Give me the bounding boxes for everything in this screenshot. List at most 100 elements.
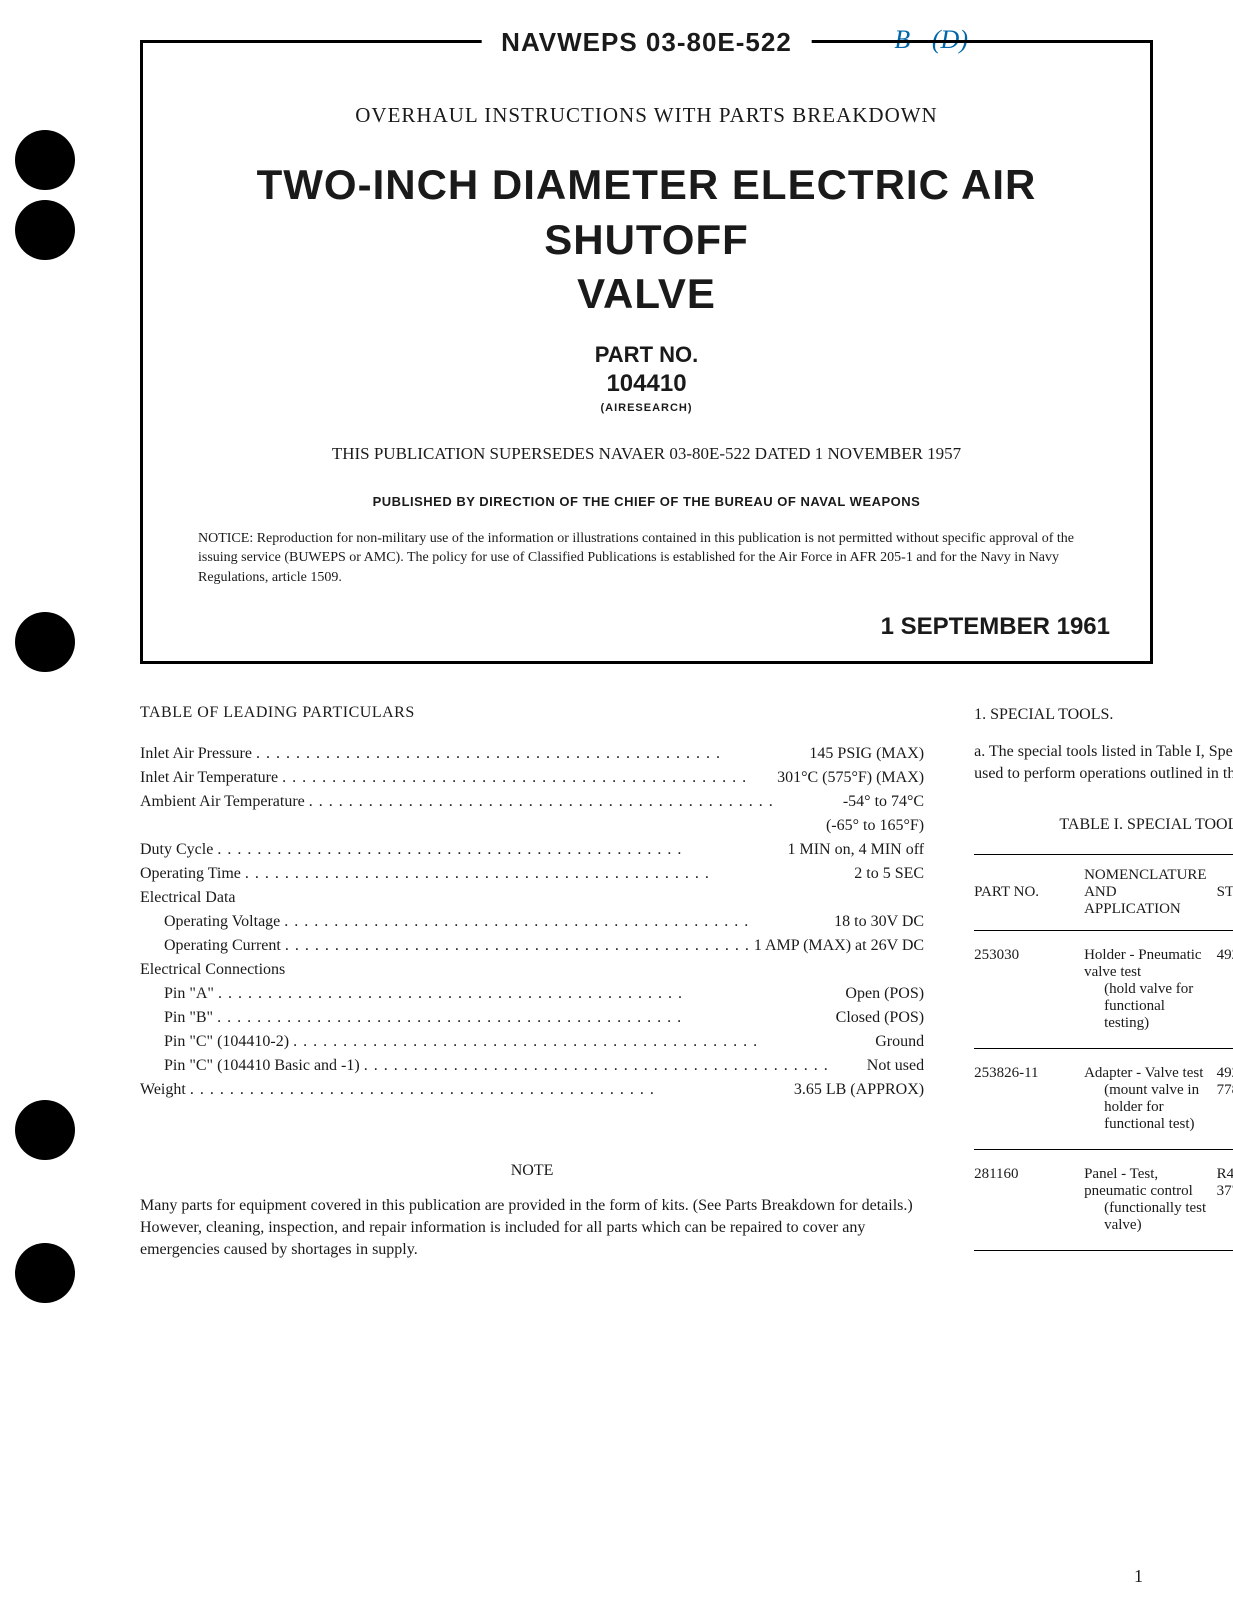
leader-dots <box>360 1054 867 1078</box>
table-header-row: PART NO. NOMENCLATURE ANDAPPLICATION STO… <box>974 854 1233 931</box>
particulars-row: Pin "A" Open (POS) <box>140 982 924 1006</box>
table1-title: TABLE I. SPECIAL TOOLS <box>974 816 1233 834</box>
particulars-value: Closed (POS) <box>836 1006 924 1030</box>
leader-dots <box>186 1078 794 1102</box>
particulars-row: Inlet Air Pressure 145 PSIG (MAX) <box>140 742 924 766</box>
cell-partno: 281160 <box>974 1166 1084 1234</box>
particulars-label: Pin "A" <box>164 982 214 1006</box>
punch-hole-icon <box>15 612 75 672</box>
title-box: NAVWEPS 03-80E-522 OVERHAUL INSTRUCTIONS… <box>140 40 1153 664</box>
leader-dots <box>305 790 843 814</box>
particulars-row: Operating Time 2 to 5 SEC <box>140 862 924 886</box>
cell-application: (hold valve for functional testing) <box>1084 981 1207 1032</box>
publication-date: 1 SEPTEMBER 1961 <box>183 613 1110 641</box>
special-tools-heading: 1. SPECIAL TOOLS. <box>974 704 1233 726</box>
particulars-title: TABLE OF LEADING PARTICULARS <box>140 704 924 722</box>
particulars-row: Electrical Connections <box>140 958 924 982</box>
particulars-value: 1 AMP (MAX) at 26V DC <box>754 934 924 958</box>
main-title-line1: TWO-INCH DIAMETER ELECTRIC AIR SHUTOFF <box>257 161 1037 263</box>
particulars-label: Electrical Connections <box>140 958 285 982</box>
leader-dots <box>213 1006 836 1030</box>
particulars-label: Weight <box>140 1078 186 1102</box>
cell-stockno: 4920-547-0521 <box>1217 947 1233 1032</box>
particulars-label: Ambient Air Temperature <box>140 790 305 814</box>
particulars-continuation: (-65° to 165°F) <box>140 814 924 838</box>
punch-hole-icon <box>15 1243 75 1303</box>
supersedes-note: THIS PUBLICATION SUPERSEDES NAVAER 03-80… <box>183 444 1110 464</box>
punch-hole-icon <box>15 200 75 260</box>
particulars-value: 3.65 LB (APPROX) <box>794 1078 924 1102</box>
col-header-partno: PART NO. <box>974 867 1084 918</box>
table-row: 281160Panel - Test, pneumatic control(fu… <box>974 1150 1233 1251</box>
special-tools-table: PART NO. NOMENCLATURE ANDAPPLICATION STO… <box>974 854 1233 1251</box>
particulars-label: Operating Voltage <box>164 910 280 934</box>
part-no: 104410 <box>183 370 1110 398</box>
left-column: TABLE OF LEADING PARTICULARS Inlet Air P… <box>140 704 924 1262</box>
main-title-line2: VALVE <box>577 270 716 317</box>
manufacturer: (AIRESEARCH) <box>183 402 1110 414</box>
cell-stockno: R4920-625-3777SAIR <box>1217 1166 1233 1234</box>
leader-dots <box>214 982 845 1006</box>
leader-dots <box>278 766 777 790</box>
part-no-label: PART NO. <box>183 342 1110 368</box>
cell-partno: 253826-11 <box>974 1065 1084 1133</box>
particulars-value: 301°C (575°F) (MAX) <box>777 766 924 790</box>
particulars-value: Ground <box>875 1030 924 1054</box>
particulars-value: 18 to 30V DC <box>834 910 924 934</box>
particulars-value: -54° to 74°C <box>843 790 924 814</box>
reproduction-notice: NOTICE: Reproduction for non-military us… <box>183 529 1110 588</box>
particulars-value: Not used <box>867 1054 924 1078</box>
particulars-label: Inlet Air Pressure <box>140 742 252 766</box>
cell-stockno: 4920-630-7781SAIR <box>1217 1065 1233 1133</box>
cell-application: (functionally test valve) <box>1084 1200 1207 1234</box>
particulars-row: Pin "C" (104410 Basic and -1) Not used <box>140 1054 924 1078</box>
cell-application: (mount valve in holder for functional te… <box>1084 1082 1207 1133</box>
particulars-value: Open (POS) <box>845 982 924 1006</box>
leader-dots <box>241 862 854 886</box>
particulars-label: Duty Cycle <box>140 838 213 862</box>
punch-hole-icon <box>15 130 75 190</box>
punch-hole-icon <box>15 1100 75 1160</box>
leader-dots <box>281 934 754 958</box>
particulars-value: 2 to 5 SEC <box>854 862 924 886</box>
table-row: 253030Holder - Pneumatic valve test(hold… <box>974 931 1233 1049</box>
document-subtitle: OVERHAUL INSTRUCTIONS WITH PARTS BREAKDO… <box>183 103 1110 128</box>
particulars-label: Pin "C" (104410-2) <box>164 1030 289 1054</box>
particulars-row: Inlet Air Temperature 301°C (575°F) (MAX) <box>140 766 924 790</box>
document-number: NAVWEPS 03-80E-522 <box>481 27 812 58</box>
col-header-stockno: STOCK NO. <box>1217 867 1233 918</box>
note-body: Many parts for equipment covered in this… <box>140 1195 924 1262</box>
particulars-list: Inlet Air Pressure145 PSIG (MAX)Inlet Ai… <box>140 742 924 1102</box>
particulars-value: 1 MIN on, 4 MIN off <box>788 838 925 862</box>
particulars-label: Electrical Data <box>140 886 236 910</box>
particulars-label: Pin "C" (104410 Basic and -1) <box>164 1054 360 1078</box>
cell-partno: 253030 <box>974 947 1084 1032</box>
particulars-row: Operating Voltage 18 to 30V DC <box>140 910 924 934</box>
particulars-label: Operating Current <box>164 934 281 958</box>
leader-dots <box>252 742 809 766</box>
cell-nomenclature: Panel - Test, pneumatic control(function… <box>1084 1166 1217 1234</box>
page-number: 1 <box>1134 1566 1143 1587</box>
particulars-row: Ambient Air Temperature -54° to 74°C <box>140 790 924 814</box>
particulars-label: Pin "B" <box>164 1006 213 1030</box>
leader-dots <box>213 838 787 862</box>
note-title: NOTE <box>140 1162 924 1180</box>
body-columns: TABLE OF LEADING PARTICULARS Inlet Air P… <box>140 704 1153 1262</box>
leader-dots <box>289 1030 875 1054</box>
table-row: 253826-11Adapter - Valve test(mount valv… <box>974 1049 1233 1150</box>
particulars-row: Operating Current 1 AMP (MAX) at 26V DC <box>140 934 924 958</box>
cell-nomenclature: Holder - Pneumatic valve test(hold valve… <box>1084 947 1217 1032</box>
right-column: 1. SPECIAL TOOLS. a. The special tools l… <box>974 704 1233 1262</box>
particulars-row: Pin "B" Closed (POS) <box>140 1006 924 1030</box>
particulars-label: Inlet Air Temperature <box>140 766 278 790</box>
particulars-row: Electrical Data <box>140 886 924 910</box>
page-content: NAVWEPS 03-80E-522 OVERHAUL INSTRUCTIONS… <box>0 0 1233 1292</box>
particulars-row: Pin "C" (104410-2) Ground <box>140 1030 924 1054</box>
published-by: PUBLISHED BY DIRECTION OF THE CHIEF OF T… <box>183 494 1110 509</box>
particulars-row: Duty Cycle 1 MIN on, 4 MIN off <box>140 838 924 862</box>
leader-dots <box>280 910 834 934</box>
col-header-nomenclature: NOMENCLATURE ANDAPPLICATION <box>1084 867 1217 918</box>
particulars-label: Operating Time <box>140 862 241 886</box>
particulars-value: 145 PSIG (MAX) <box>809 742 924 766</box>
particulars-row: Weight 3.65 LB (APPROX) <box>140 1078 924 1102</box>
